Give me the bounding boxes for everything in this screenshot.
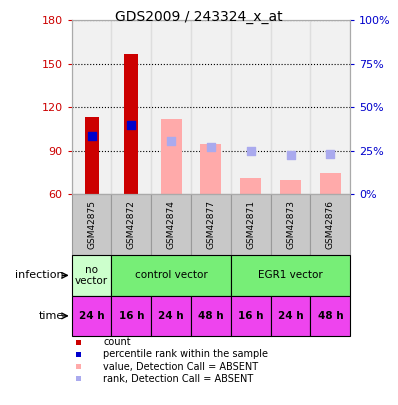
Bar [72,255,111,296]
Bar [310,194,350,255]
Text: 48 h: 48 h [198,311,224,321]
Text: GDS2009 / 243324_x_at: GDS2009 / 243324_x_at [115,10,283,24]
Point [168,137,174,144]
Point [287,152,294,158]
Text: value, Detection Call = ABSENT: value, Detection Call = ABSENT [103,362,259,371]
Bar [271,194,310,255]
Text: 24 h: 24 h [79,311,104,321]
Bar [191,20,231,194]
Bar [111,194,151,255]
Bar [72,20,111,194]
Text: GSM42874: GSM42874 [167,200,176,249]
Point [248,148,254,154]
Text: 16 h: 16 h [238,311,263,321]
Bar [191,194,231,255]
Bar [271,20,310,194]
Text: infection: infection [15,271,64,280]
Bar [271,296,310,336]
Text: count: count [103,337,131,347]
Bar [72,296,111,336]
Bar [320,173,341,194]
Bar [191,296,231,336]
Point [128,122,135,128]
Text: time: time [39,311,64,321]
Bar [151,194,191,255]
Text: EGR1 vector: EGR1 vector [258,271,323,280]
Bar [151,296,191,336]
Bar [111,296,151,336]
Text: rank, Detection Call = ABSENT: rank, Detection Call = ABSENT [103,374,254,384]
Bar [231,20,271,194]
Bar [72,194,111,255]
Text: 24 h: 24 h [158,311,184,321]
Text: GSM42876: GSM42876 [326,200,335,249]
Point [88,133,95,140]
Bar [240,179,261,194]
Bar [231,296,271,336]
Bar [124,53,139,194]
Text: 24 h: 24 h [278,311,303,321]
Point [327,151,334,157]
Bar [310,296,350,336]
Bar [231,194,271,255]
Text: GSM42873: GSM42873 [286,200,295,249]
Bar [231,255,350,296]
Text: GSM42875: GSM42875 [87,200,96,249]
Bar [111,255,231,296]
Text: 48 h: 48 h [318,311,343,321]
Bar [111,20,151,194]
Text: GSM42871: GSM42871 [246,200,255,249]
Text: no
vector: no vector [75,264,108,286]
Point [208,143,214,150]
Text: GSM42877: GSM42877 [207,200,215,249]
Bar [161,119,181,194]
Text: GSM42872: GSM42872 [127,200,136,249]
Bar [84,117,98,194]
Bar [310,20,350,194]
Text: 16 h: 16 h [119,311,144,321]
Text: control vector: control vector [135,271,207,280]
Bar [151,20,191,194]
Bar [201,144,221,194]
Text: percentile rank within the sample: percentile rank within the sample [103,350,269,359]
Bar [280,180,301,194]
